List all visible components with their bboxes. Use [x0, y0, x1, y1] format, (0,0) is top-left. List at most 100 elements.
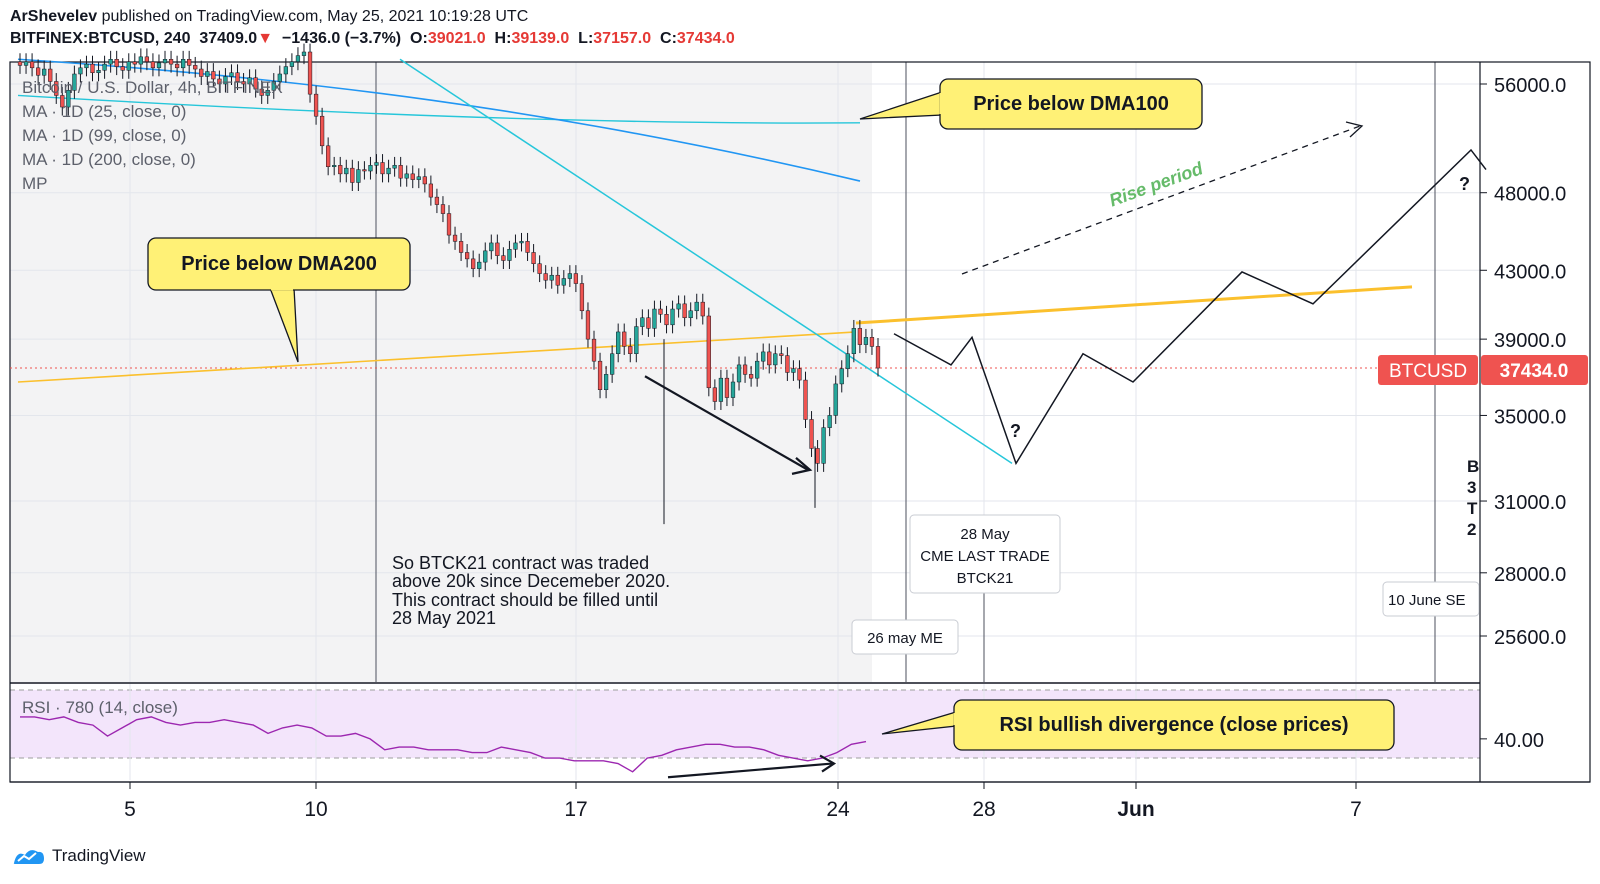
callout-rsi-text: RSI bullish divergence (close prices) [999, 714, 1348, 736]
candle-down [452, 234, 458, 242]
candle-up [519, 241, 524, 244]
author-name[interactable]: ArShevelev [10, 8, 98, 25]
candle-up [332, 165, 337, 167]
last-price-tag[interactable]: BTCUSD 37434.0 [1378, 355, 1588, 385]
rsi-tick-label: 40.00 [1494, 730, 1544, 752]
edge-text: B 3 T 2 [1467, 457, 1479, 539]
candle-up [688, 310, 693, 319]
callout-dma100[interactable]: Price below DMA100 [859, 78, 1203, 130]
candle-down [144, 56, 150, 62]
candle-down [174, 63, 180, 69]
candle-down [712, 387, 717, 402]
symbol-label[interactable]: BITFINEX:BTCUSD, 240 [10, 30, 191, 47]
cme-box-date: 28 May [960, 526, 1010, 543]
candle-down [211, 71, 216, 80]
divergence-rsi-arrowhead [819, 754, 837, 773]
candle-up [561, 278, 566, 286]
candle-down [803, 379, 808, 420]
candle-down [815, 448, 820, 464]
high-label: H: [494, 30, 512, 47]
publish-line: ArShevelev published on TradingView.com,… [10, 6, 1570, 28]
candle-down [362, 169, 367, 172]
footer[interactable]: TradingView [12, 846, 146, 866]
contract-note-line: This contract should be filled until [392, 590, 658, 610]
rsi-legend[interactable]: RSI · 780 (14, close) [22, 698, 178, 717]
candle-up [344, 167, 349, 175]
candle-down [573, 273, 579, 284]
candle-down [706, 315, 711, 389]
low-label: L: [578, 30, 594, 47]
june-box[interactable]: 10 June SE [1382, 581, 1480, 617]
price-tick-label: 43000.0 [1494, 261, 1566, 283]
candle-up [513, 242, 518, 250]
callout-dma200[interactable]: Price below DMA200 [147, 237, 411, 363]
candle-up [96, 70, 101, 74]
candle-down [48, 68, 53, 82]
down-trendline [399, 58, 1013, 465]
low-value: 37157.0 [593, 30, 652, 47]
legend-ma99[interactable]: MA · 1D (99, close, 0) [22, 126, 186, 145]
down-arrow-icon: ▼ [257, 30, 274, 47]
legend-mp[interactable]: MP [22, 174, 48, 193]
candle-down [465, 252, 470, 260]
candle-down [869, 337, 875, 347]
candle-down [525, 241, 530, 253]
price-tick-label: 39000.0 [1494, 330, 1566, 352]
candle-down [748, 374, 754, 379]
candle-down [646, 317, 651, 329]
candle-up [676, 303, 681, 310]
contract-note-line: above 20k since Decemeber 2020. [392, 571, 670, 591]
candle-down [682, 303, 687, 319]
candle-up [386, 167, 391, 175]
candle-up [833, 383, 838, 416]
price-tick-label: 28000.0 [1494, 564, 1566, 586]
candle-up [42, 68, 47, 76]
candle-up [356, 169, 361, 183]
candle-down [767, 351, 772, 366]
candle-down [724, 377, 730, 398]
time-tick-label: 28 [972, 798, 995, 821]
open-label: O: [410, 30, 428, 47]
candle-up [301, 51, 307, 56]
candle-up [652, 308, 657, 329]
candle-down [90, 63, 95, 74]
candle-down [742, 364, 748, 375]
me-box[interactable]: 26 may ME [851, 619, 959, 655]
callout-rsi[interactable]: RSI bullish divergence (close prices) [881, 699, 1395, 751]
candle-up [392, 165, 397, 169]
candle-up [640, 317, 645, 327]
ma25-line [17, 58, 861, 182]
candle-down [338, 165, 343, 175]
candle-up [851, 328, 856, 354]
candle-down [132, 61, 137, 65]
candle-down [658, 308, 663, 315]
candle-down [428, 183, 433, 198]
candle-down [398, 165, 403, 179]
cme-box-contract: BTCK21 [957, 570, 1014, 587]
legend-ma25[interactable]: MA · 1D (25, close, 0) [22, 102, 186, 121]
candle-down [785, 355, 790, 373]
price-tick-label: 25600.0 [1494, 627, 1566, 649]
candle-down [187, 59, 192, 66]
time-tick-label: Jun [1117, 798, 1154, 821]
cme-box[interactable]: 28 May CME LAST TRADE BTCK21 [909, 514, 1061, 594]
candle-up [295, 55, 301, 62]
ma200-line [17, 331, 857, 383]
time-tick-label: 24 [826, 798, 850, 821]
edge-text-char: T [1467, 499, 1478, 518]
candle-up [718, 377, 724, 402]
candle-down [797, 368, 802, 381]
time-tick-label: 10 [304, 798, 327, 821]
candle-up [72, 73, 77, 91]
candle-down [875, 346, 881, 369]
legend-ma200[interactable]: MA · 1D (200, close, 0) [22, 150, 196, 169]
legend-symbol[interactable]: Bitcoin / U.S. Dollar, 4h, BITFINEX [22, 78, 283, 97]
candle-up [694, 301, 699, 312]
candle-up [477, 261, 482, 269]
close-label: C: [660, 30, 677, 47]
candle-up [78, 67, 83, 75]
divergence-price-arrow [644, 375, 809, 471]
candle-up [205, 71, 210, 77]
candle-up [845, 353, 850, 369]
